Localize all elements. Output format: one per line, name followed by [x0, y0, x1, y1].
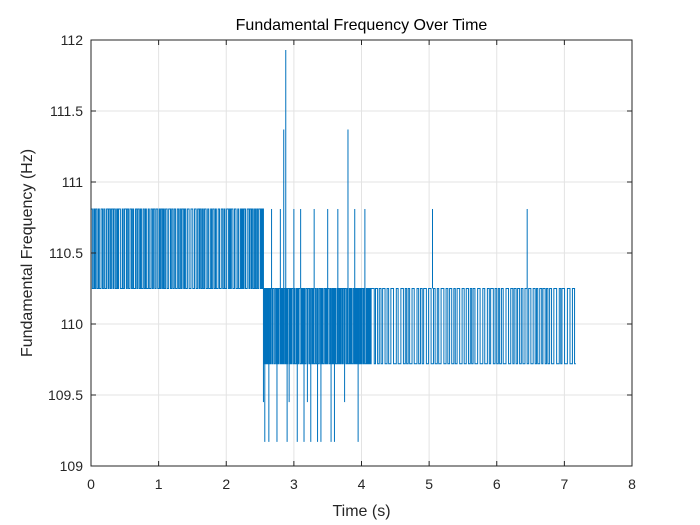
y-tick-label: 112 [61, 32, 84, 48]
y-tick-label: 110 [61, 316, 84, 332]
x-tick-label: 5 [425, 476, 433, 492]
x-tick-label: 4 [358, 476, 366, 492]
data-layer [91, 49, 576, 442]
y-axis-title: Fundamental Frequency (Hz) [19, 149, 36, 357]
y-tick-label: 109 [60, 458, 84, 474]
x-tick-label: 6 [493, 476, 501, 492]
x-tick-label: 0 [87, 476, 95, 492]
x-tick-label: 7 [560, 476, 568, 492]
series-line [91, 208, 576, 365]
y-tick-label: 109.5 [48, 387, 83, 403]
x-tick-label: 2 [222, 476, 230, 492]
x-tick-label: 1 [155, 476, 163, 492]
y-tick-label: 110.5 [49, 245, 83, 261]
x-tick-label: 8 [628, 476, 636, 492]
y-tick-label: 111 [62, 174, 83, 190]
ticks: 0 1 2 3 4 5 6 7 8 109 109.5 110 110.5 111 111.5 112 [48, 32, 636, 492]
y-tick-label: 111.5 [50, 103, 83, 119]
x-axis-title: Time (s) [332, 503, 390, 520]
x-tick-label: 3 [290, 476, 298, 492]
chart-title: Fundamental Frequency Over Time [236, 17, 488, 34]
